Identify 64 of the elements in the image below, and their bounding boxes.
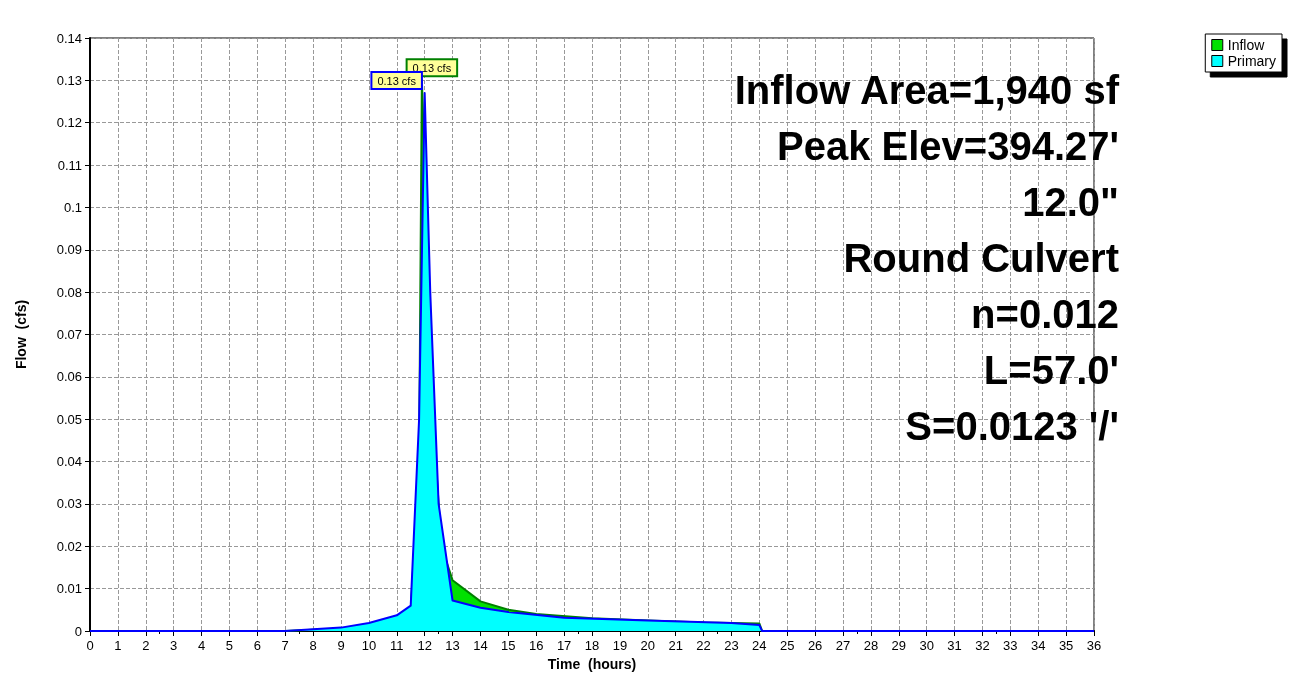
y-tick-label: 0.14 <box>56 30 82 46</box>
y-tick-label: 0.07 <box>56 327 82 342</box>
annotation: Round Culvert <box>843 236 1119 280</box>
x-tick-label: 23 <box>724 638 739 653</box>
x-tick-label: 7 <box>281 638 289 653</box>
annotation: L=57.0' <box>983 348 1119 392</box>
x-tick-label: 29 <box>891 638 907 653</box>
x-tick-label: 25 <box>779 638 795 653</box>
x-tick-label: 2 <box>142 638 150 653</box>
annotation: Inflow Area=1,940 sf <box>734 68 1120 112</box>
x-tick-label: 32 <box>975 638 990 653</box>
x-tick-label: 21 <box>668 638 683 653</box>
x-tick-label: 8 <box>309 638 317 653</box>
x-tick-label: 16 <box>528 638 544 653</box>
y-tick-label: 0.04 <box>56 454 82 470</box>
x-tick-label: 1 <box>114 638 122 653</box>
legend-label: Primary <box>1227 53 1277 69</box>
x-tick-label: 13 <box>445 638 460 653</box>
x-tick-label: 26 <box>807 638 823 653</box>
y-tick-label: 0.01 <box>56 581 82 597</box>
y-tick-label: 0.06 <box>56 369 82 385</box>
y-tick-label: 0.05 <box>56 411 82 427</box>
x-tick-label: 28 <box>863 638 879 653</box>
y-tick-label: 0.11 <box>57 157 82 173</box>
x-tick-label: 6 <box>253 638 261 653</box>
x-tick-label: 10 <box>361 638 377 653</box>
x-tick-label: 3 <box>170 638 178 653</box>
y-tick-label: 0.08 <box>56 284 82 300</box>
y-axis-title: Flow (cfs) <box>13 299 29 370</box>
x-tick-label: 30 <box>919 638 934 653</box>
y-tick-label: 0 <box>74 623 82 639</box>
x-tick-label: 33 <box>1003 638 1018 653</box>
x-tick-label: 4 <box>197 638 206 653</box>
x-tick-label: 11 <box>390 638 404 653</box>
x-tick-label: 19 <box>612 638 628 653</box>
annotation: S=0.0123 '/' <box>905 404 1119 448</box>
y-tick-label: 0.1 <box>63 199 82 215</box>
x-tick-label: 20 <box>640 638 656 653</box>
y-tick-label: 0.09 <box>56 242 82 258</box>
annotation: Peak Elev=394.27' <box>776 124 1119 168</box>
x-tick-label: 5 <box>225 638 234 653</box>
x-tick-label: 18 <box>584 638 600 653</box>
x-tick-label: 36 <box>1086 638 1102 653</box>
x-tick-label: 22 <box>696 638 711 653</box>
x-tick-label: 9 <box>337 638 345 653</box>
data-label: 0.13 cfs <box>377 74 417 87</box>
x-tick-label: 14 <box>473 638 488 653</box>
annotation: 12.0" <box>1022 180 1119 224</box>
legend-label: Inflow <box>1227 37 1266 53</box>
x-tick-label: 15 <box>501 638 516 653</box>
y-tick-label: 0.12 <box>56 115 82 131</box>
x-tick-label: 27 <box>835 638 851 653</box>
x-tick-label: 17 <box>556 638 572 653</box>
y-tick-label: 0.03 <box>56 496 82 512</box>
x-tick-label: 35 <box>1058 638 1074 653</box>
x-tick-label: 34 <box>1030 638 1046 653</box>
x-tick-label: 0 <box>86 638 94 653</box>
y-tick-label: 0.02 <box>56 538 82 554</box>
y-tick-label: 0.13 <box>56 72 82 88</box>
x-tick-label: 31 <box>947 638 962 653</box>
x-tick-label: 24 <box>752 638 767 653</box>
x-axis-title: Time (hours) <box>547 655 637 672</box>
annotation: n=0.012 <box>971 292 1119 336</box>
x-tick-label: 12 <box>417 638 432 653</box>
